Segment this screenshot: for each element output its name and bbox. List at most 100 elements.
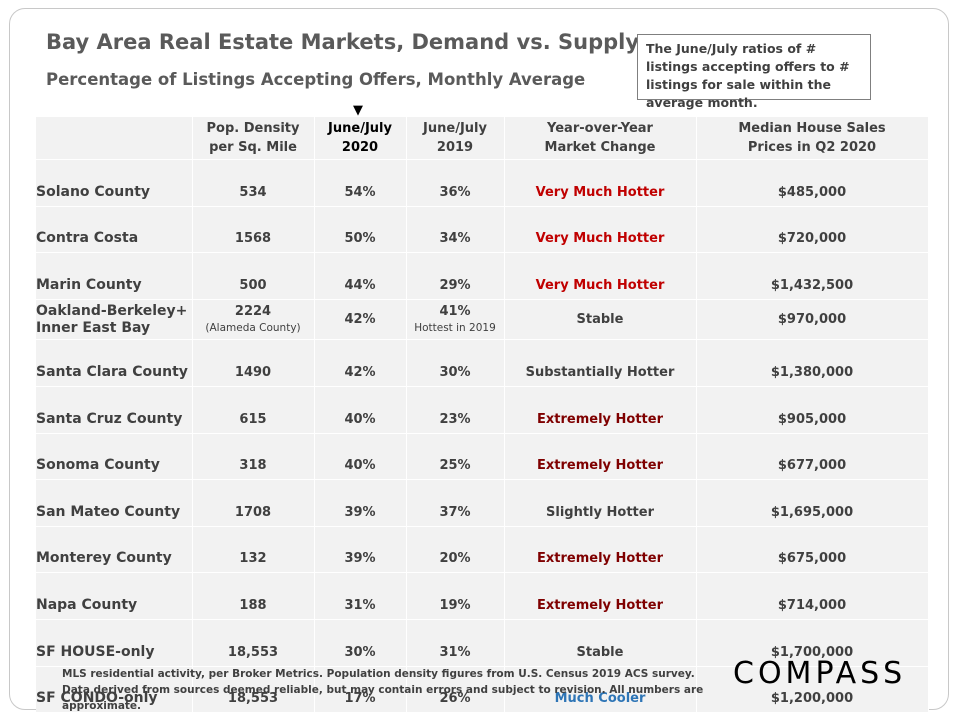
header-jj2020: June/July 2020 xyxy=(314,117,407,160)
jj2019-cell: 41% Hottest in 2019 xyxy=(406,299,505,341)
jj2020-cell: 44% xyxy=(314,252,407,300)
density-cell: 132 xyxy=(192,526,315,574)
jj2020-value: 42% xyxy=(344,311,376,327)
jj2020-value: 30% xyxy=(344,644,376,660)
market-change-label: Stable xyxy=(576,311,624,327)
density-cell: 534 xyxy=(192,159,315,207)
density-cell: 1568 xyxy=(192,206,315,254)
market-cell: SF CONDO-only xyxy=(36,666,193,714)
density-value: 18,553 xyxy=(227,644,279,660)
table-row: Oakland-Berkeley+ Inner East Bay 2224 (Alam… xyxy=(36,299,929,341)
density-value: 615 xyxy=(239,411,267,427)
market-cell: Oakland-Berkeley+ Inner East Bay xyxy=(36,299,193,341)
table-row: San Mateo County 1708 39% 37% Slightly Hotte… xyxy=(36,479,929,527)
jj2019-value: 30% xyxy=(439,364,471,380)
market-name: Monterey County xyxy=(36,550,172,567)
page-subtitle: Percentage of Listings Accepting Offers,… xyxy=(46,70,586,89)
jj2019-value: 34% xyxy=(439,231,471,247)
jj2019-value: 20% xyxy=(439,551,471,567)
density-cell: 18,553 xyxy=(192,619,315,667)
header-jj2019-line2: 2019 xyxy=(436,140,474,155)
price-value: $675,000 xyxy=(777,551,847,567)
jj2020-value: 39% xyxy=(344,551,376,567)
market-change-label: Much Cooler xyxy=(554,691,646,707)
market-change-label: Extremely Hotter xyxy=(537,597,663,613)
price-cell: $970,000 xyxy=(696,299,929,341)
density-value: 18,553 xyxy=(227,691,279,707)
table-row: Contra Costa 1568 50% 34% Very Much Hotter $7… xyxy=(36,206,929,254)
jj2019-cell: 25% xyxy=(406,433,505,481)
compass-logo: COMPASS xyxy=(733,656,907,691)
density-cell: 188 xyxy=(192,572,315,620)
price-value: $1,695,000 xyxy=(770,504,854,520)
market-cell: San Mateo County xyxy=(36,479,193,527)
price-value: $1,200,000 xyxy=(770,691,854,707)
jj2019-cell: 23% xyxy=(406,386,505,434)
price-cell: $485,000 xyxy=(696,159,929,207)
price-cell: $677,000 xyxy=(696,433,929,481)
jj2020-cell: 50% xyxy=(314,206,407,254)
density-cell: 318 xyxy=(192,433,315,481)
table-row: Monterey County 132 39% 20% Extremely Hotter… xyxy=(36,526,929,574)
change-cell: Stable xyxy=(504,299,697,341)
jj2020-cell: 42% xyxy=(314,339,407,387)
density-value: 2224 xyxy=(234,303,272,319)
density-value: 1568 xyxy=(234,231,272,247)
change-cell: Slightly Hotter xyxy=(504,479,697,527)
jj2020-cell: 39% xyxy=(314,526,407,574)
market-change-label: Stable xyxy=(576,644,624,660)
market-change-label: Very Much Hotter xyxy=(535,184,665,200)
change-cell: Extremely Hotter xyxy=(504,433,697,481)
price-cell: $1,432,500 xyxy=(696,252,929,300)
change-cell: Extremely Hotter xyxy=(504,526,697,574)
market-change-label: Slightly Hotter xyxy=(546,504,654,520)
jj2019-value: 41% xyxy=(439,303,471,319)
jj2019-value: 31% xyxy=(439,644,471,660)
header-jj2020-line2: 2020 xyxy=(341,140,379,155)
price-cell: $1,200,000 xyxy=(696,666,929,714)
jj2020-value: 17% xyxy=(344,691,376,707)
jj2019-value: 36% xyxy=(439,184,471,200)
density-value: 132 xyxy=(239,551,267,567)
price-cell: $1,695,000 xyxy=(696,479,929,527)
market-name: SF HOUSE-only xyxy=(36,643,155,660)
market-cell: Sonoma County xyxy=(36,433,193,481)
density-note: (Alameda County) xyxy=(205,321,301,334)
price-value: $485,000 xyxy=(777,184,847,200)
density-cell: 18,553 xyxy=(192,666,315,714)
market-cell: Napa County xyxy=(36,572,193,620)
change-cell: Substantially Hotter xyxy=(504,339,697,387)
density-value: 188 xyxy=(239,597,267,613)
header-price-line2: Prices in Q2 2020 xyxy=(747,140,877,155)
density-value: 1708 xyxy=(234,504,272,520)
table-row: Solano County 534 54% 36% Very Much Hotter $4… xyxy=(36,159,929,207)
price-value: $1,700,000 xyxy=(770,644,854,660)
density-value: 1490 xyxy=(234,364,272,380)
header-market xyxy=(36,117,193,160)
market-cell: Solano County xyxy=(36,159,193,207)
market-name: Santa Clara County xyxy=(36,363,188,380)
table-row: Santa Cruz County 615 40% 23% Extremely Hott… xyxy=(36,386,929,434)
market-change-label: Extremely Hotter xyxy=(537,551,663,567)
change-cell: Extremely Hotter xyxy=(504,572,697,620)
table-body: Solano County 534 54% 36% Very Much Hotter $4… xyxy=(36,159,929,714)
note-box: The June/July ratios of # listings accep… xyxy=(637,34,871,110)
jj2019-value: 26% xyxy=(439,691,471,707)
jj2019-cell: 19% xyxy=(406,572,505,620)
header-change-line2: Market Change xyxy=(544,140,656,155)
change-cell: Much Cooler xyxy=(504,666,697,714)
price-value: $905,000 xyxy=(777,411,847,427)
table-row: Sonoma County 318 40% 25% Extremely Hotter $6… xyxy=(36,433,929,481)
table-row: Marin County 500 44% 29% Very Much Hotter $1,… xyxy=(36,252,929,300)
table-row: SF HOUSE-only 18,553 30% 31% Stable $1,700,00… xyxy=(36,619,929,667)
density-value: 318 xyxy=(239,458,267,474)
jj2019-cell: 37% xyxy=(406,479,505,527)
table-row: SF CONDO-only 18,553 17% 26% Much Cooler $1,2… xyxy=(36,666,929,714)
jj2020-cell: 31% xyxy=(314,572,407,620)
change-cell: Very Much Hotter xyxy=(504,159,697,207)
market-name: Solano County xyxy=(36,183,151,200)
jj2020-value: 42% xyxy=(344,364,376,380)
jj2020-cell: 40% xyxy=(314,433,407,481)
market-cell: Monterey County xyxy=(36,526,193,574)
jj2020-value: 40% xyxy=(344,458,376,474)
